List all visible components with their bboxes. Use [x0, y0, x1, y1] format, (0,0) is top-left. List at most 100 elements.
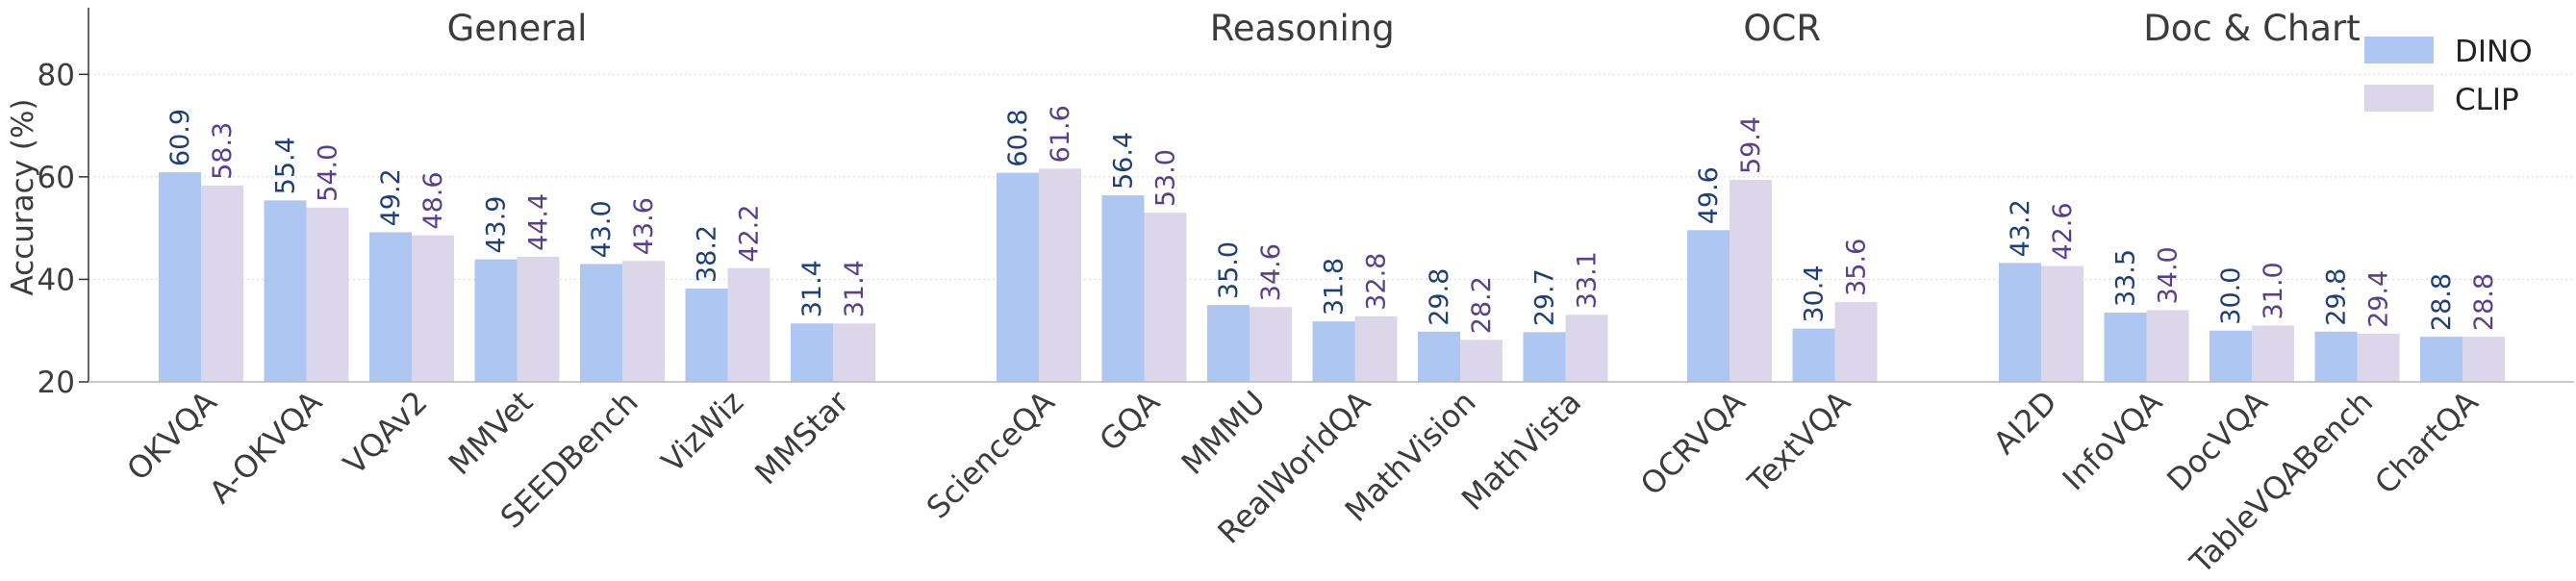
value-label-clip: 31.4 [840, 260, 870, 317]
x-tick-label: OKVQA [119, 384, 223, 488]
value-label-clip: 42.2 [735, 205, 765, 263]
bar-dino [474, 259, 518, 382]
bar-clip [306, 207, 349, 382]
bar-dino [997, 172, 1039, 382]
bar-clip [1250, 307, 1292, 382]
value-label-dino: 56.4 [1109, 132, 1139, 189]
value-label-clip: 34.0 [2154, 246, 2184, 304]
bars [159, 168, 2505, 382]
bar-dino [159, 172, 201, 382]
value-label-dino: 35.0 [1214, 241, 1244, 299]
group-titles: General Reasoning OCR Doc & Chart [447, 8, 2361, 49]
bar-dino [1207, 305, 1250, 382]
value-label-dino: 43.2 [2006, 199, 2035, 257]
bar-clip [2357, 333, 2400, 382]
x-tick-label: MMMU [1174, 384, 1273, 482]
bar-dino [1999, 263, 2041, 382]
value-label-clip: 43.6 [629, 197, 659, 255]
legend-swatch-dino [2364, 37, 2434, 63]
bar-clip [1354, 316, 1398, 382]
x-tick-label: ScienceQA [920, 384, 1062, 526]
axes: Accuracy (%) [6, 8, 2574, 383]
value-label-dino: 60.9 [165, 109, 195, 166]
bar-clip [1730, 180, 1772, 382]
value-label-clip: 34.6 [1256, 243, 1286, 301]
bar-dino [1792, 328, 1835, 382]
bar-dino [2314, 331, 2358, 382]
value-label-dino: 38.2 [693, 225, 722, 283]
bar-clip [727, 267, 770, 382]
bar-dino [1418, 331, 1460, 382]
value-label-dino: 33.5 [2111, 249, 2141, 307]
legend-label-dino: DINO [2455, 35, 2533, 69]
bar-clip [412, 235, 454, 382]
x-tick-label: TableVQABench [2183, 384, 2380, 581]
bar-dino [369, 232, 412, 382]
bar-dino [685, 289, 728, 382]
bar-dino [2420, 337, 2462, 382]
bar-clip [1460, 340, 1503, 382]
value-label-clip: 54.0 [314, 144, 343, 202]
value-labels: 60.9 58.3 55.4 54.0 49.2 48.6 43.9 44.4 43.0 43.6… [165, 105, 2499, 334]
x-tick-label: GQA [1092, 384, 1167, 459]
value-label-dino: 55.4 [271, 137, 301, 194]
value-label-dino: 30.0 [2216, 267, 2246, 325]
value-label-clip: 48.6 [418, 171, 448, 229]
value-label-clip: 58.3 [208, 122, 238, 180]
bar-clip [833, 323, 875, 382]
bar-dino [2104, 313, 2147, 382]
group-title: Reasoning [1210, 8, 1395, 49]
bar-clip [201, 185, 243, 382]
x-tick-label: AI2D [1986, 384, 2064, 462]
bar-clip [1039, 168, 1081, 382]
legend: DINO CLIP [2364, 35, 2533, 117]
bar-clip [517, 256, 560, 382]
value-label-dino: 31.4 [797, 260, 827, 317]
value-label-clip: 32.8 [1362, 253, 1392, 311]
value-label-clip: 53.0 [1151, 149, 1181, 207]
group-title: Doc & Chart [2143, 8, 2361, 49]
x-tick-label: MMStar [747, 383, 856, 492]
bar-clip [2041, 265, 2084, 382]
value-label-dino: 31.8 [1320, 258, 1350, 316]
legend-swatch-clip [2364, 85, 2434, 112]
value-label-clip: 28.2 [1467, 276, 1497, 334]
x-tick-label: InfoVQA [2056, 384, 2170, 498]
x-tick-label: VizWiz [654, 384, 750, 480]
y-axis-label: Accuracy (%) [6, 98, 40, 295]
value-label-clip: 35.6 [1842, 239, 1872, 296]
value-label-dino: 30.4 [1800, 265, 1830, 322]
bar-clip [2252, 325, 2294, 382]
value-label-dino: 43.0 [587, 200, 617, 258]
x-tick-label: ChartQA [2367, 384, 2485, 501]
grid-lines [88, 73, 2574, 281]
bar-dino [791, 323, 833, 382]
value-label-dino: 60.8 [1003, 109, 1033, 166]
x-tick-label: TextVQA [1740, 384, 1857, 501]
bar-clip [1565, 315, 1608, 382]
value-label-clip: 28.8 [2469, 273, 2499, 331]
value-label-clip: 31.0 [2259, 262, 2288, 319]
x-tick-label: OCRVQA [1633, 384, 1753, 503]
bar-dino [2210, 330, 2252, 382]
value-label-clip: 42.6 [2048, 202, 2078, 260]
bar-dino [580, 264, 622, 382]
bar-dino [1312, 321, 1355, 382]
group-title: General [447, 8, 588, 49]
value-label-clip: 33.1 [1573, 251, 1603, 309]
value-label-dino: 29.8 [1425, 268, 1454, 326]
bar-clip [2146, 310, 2189, 382]
bar-dino [1101, 195, 1145, 382]
x-tick-label: MMVet [442, 384, 540, 482]
value-label-clip: 59.4 [1736, 116, 1766, 174]
y-tick-label: 20 [38, 366, 75, 400]
value-label-dino: 29.8 [2322, 268, 2352, 326]
x-tick-label: A-OKVQA [202, 384, 329, 511]
value-label-dino: 49.6 [1694, 166, 1724, 224]
y-tick-label: 80 [38, 58, 75, 92]
y-tick-label: 40 [38, 263, 75, 297]
value-label-dino: 49.2 [376, 168, 406, 226]
value-label-clip: 61.6 [1046, 105, 1075, 163]
